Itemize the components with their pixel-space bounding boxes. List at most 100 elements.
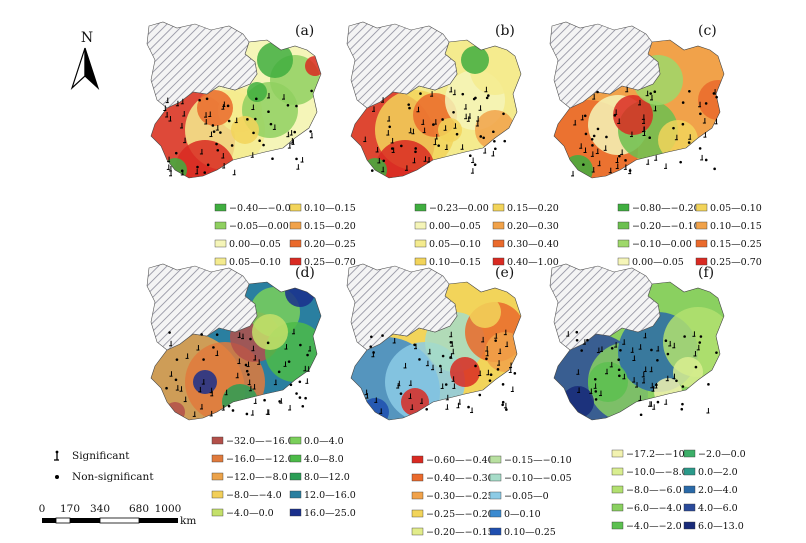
- site-significant: [445, 394, 449, 401]
- site-non-significant: [503, 139, 507, 143]
- legend-range: −4.0—−2.0: [626, 521, 682, 532]
- legend-swatch: [289, 454, 302, 463]
- legend-swatch: [489, 491, 502, 500]
- site-significant: [444, 144, 448, 150]
- site-non-significant: [390, 147, 394, 150]
- legend-range: −0.05—0.00: [229, 221, 289, 232]
- site-significant: [392, 337, 396, 344]
- site-non-significant: [715, 351, 718, 354]
- site-significant: [653, 105, 657, 112]
- north-label: N: [81, 30, 93, 46]
- site-non-significant: [245, 369, 249, 373]
- site-non-significant: [258, 139, 261, 143]
- site-non-significant: [441, 118, 444, 121]
- site-significant: [478, 105, 482, 111]
- site-non-significant: [244, 363, 248, 367]
- legend-swatch: [289, 472, 302, 481]
- site-significant: [452, 383, 456, 389]
- legend-range: −0.30—−0.25: [426, 491, 494, 502]
- color-legend: −0.23—0.00 0.15—0.20 0.00—0.05 0.20—0.30 0.0…: [414, 203, 559, 268]
- legend-swatch: [611, 503, 624, 512]
- site-non-significant: [298, 396, 302, 399]
- site-non-significant: [299, 343, 302, 347]
- legend-range: −0.40—−0.30: [426, 473, 494, 484]
- site-significant: [375, 146, 379, 153]
- site-non-significant: [455, 132, 459, 136]
- site-significant: [386, 130, 390, 136]
- site-significant: [706, 407, 710, 414]
- site-non-significant: [400, 144, 403, 148]
- site-significant: [419, 398, 423, 404]
- legend-swatch: [289, 239, 302, 248]
- site-non-significant: [502, 112, 505, 116]
- site-non-significant: [584, 132, 588, 136]
- site-significant: [443, 125, 447, 131]
- site-non-significant: [418, 358, 421, 361]
- site-significant: [221, 104, 225, 110]
- legend-range: 0.05—0.10: [710, 203, 762, 214]
- site-non-significant: [444, 383, 448, 386]
- site-significant: [179, 386, 183, 392]
- legend-range: −0.10—−0.05: [504, 473, 572, 484]
- site-significant: [195, 168, 199, 175]
- site-non-significant: [617, 358, 620, 361]
- site-significant: [232, 169, 236, 176]
- site-non-significant: [267, 110, 270, 114]
- site-significant: [286, 131, 290, 138]
- legend-range: 0.40—1.00: [507, 257, 559, 268]
- site-non-significant: [704, 102, 708, 105]
- legend-swatch: [411, 527, 424, 536]
- site-non-significant: [196, 165, 199, 169]
- panel-label: (d): [295, 265, 315, 281]
- site-non-significant: [489, 373, 493, 377]
- site-significant: [609, 361, 613, 368]
- site-significant: [291, 328, 295, 335]
- site-non-significant: [653, 90, 657, 94]
- legend-range: 0.15—0.20: [507, 203, 559, 214]
- legend-swatch: [489, 509, 502, 518]
- site-significant: [416, 106, 420, 113]
- site-significant: [632, 355, 636, 361]
- site-significant: [222, 162, 226, 169]
- site-significant: [198, 386, 202, 393]
- site-significant: [464, 113, 468, 120]
- site-significant: [306, 366, 310, 372]
- scale-bar: 0 170 340 680 1000 km: [39, 503, 197, 527]
- site-significant: [199, 148, 203, 155]
- site-significant: [486, 369, 490, 376]
- site-significant: [169, 371, 173, 377]
- site-non-significant: [501, 383, 505, 386]
- legend-swatch: [617, 239, 630, 248]
- panel-b: (b): [346, 21, 522, 179]
- site-non-significant: [487, 94, 490, 97]
- site-significant: [510, 386, 514, 392]
- site-significant: [309, 132, 313, 139]
- site-non-significant: [198, 98, 201, 102]
- site-non-significant: [680, 407, 684, 411]
- site-significant: [630, 347, 634, 353]
- legend-range: 4.0—8.0: [304, 454, 344, 465]
- north-arrow-icon: N: [70, 30, 100, 90]
- legend-range: −0.60—−0.40: [426, 455, 494, 466]
- site-significant: [481, 336, 485, 343]
- legend-range: −6.0—−4.0: [626, 503, 682, 514]
- site-significant: [377, 157, 381, 164]
- site-significant: [597, 160, 601, 167]
- site-non-significant: [596, 127, 600, 131]
- site-significant: [397, 380, 401, 387]
- legend-swatch: [611, 485, 624, 494]
- site-significant: [456, 402, 460, 409]
- site-non-significant: [369, 345, 373, 348]
- legend-swatch: [211, 508, 224, 517]
- site-non-significant: [266, 341, 270, 345]
- legend-range: 0.15—0.25: [710, 239, 762, 250]
- site-significant: [590, 151, 594, 157]
- site-non-significant: [699, 112, 702, 116]
- legend-swatch: [489, 473, 502, 482]
- site-significant: [411, 128, 415, 135]
- site-non-significant: [666, 352, 670, 356]
- legend-swatch: [411, 509, 424, 518]
- site-significant: [408, 127, 412, 134]
- site-significant: [576, 369, 580, 375]
- site-significant: [251, 345, 255, 352]
